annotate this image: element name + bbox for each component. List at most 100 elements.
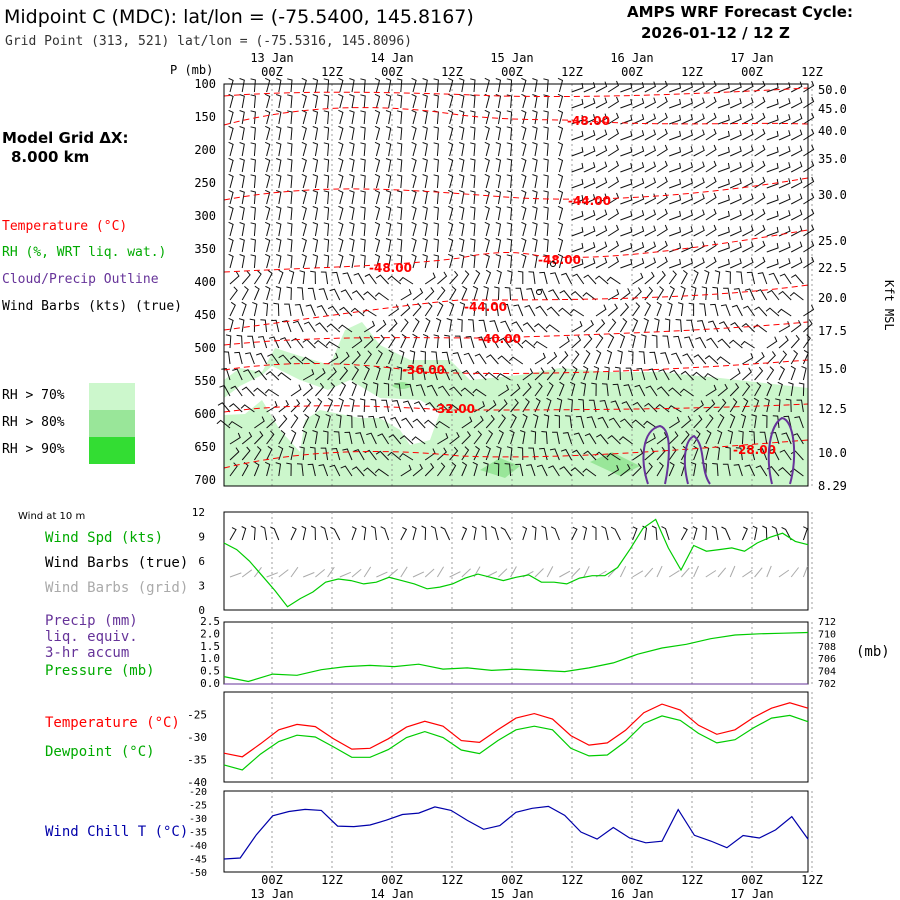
- top-time-tick: 12Z: [561, 65, 583, 79]
- wind-barb: [441, 351, 451, 365]
- wind-barb: [571, 178, 584, 189]
- wind-barb: [264, 125, 271, 141]
- wind-barb: [459, 78, 465, 93]
- wind-barb: [571, 82, 584, 93]
- wind-barb: [644, 225, 657, 237]
- wind-barb: [595, 334, 604, 349]
- wind-barb: [266, 445, 273, 461]
- wind-barb: [428, 367, 438, 381]
- wind-barb: [281, 320, 292, 333]
- wind-barb: [729, 383, 740, 397]
- wind-barb: [583, 162, 596, 173]
- bottom-date-tick: 14 Jan: [370, 887, 413, 900]
- wind-barb: [507, 270, 513, 285]
- wind-barb-true: [370, 525, 377, 541]
- wind-barb: [705, 128, 717, 141]
- wind-barb: [422, 222, 428, 237]
- wind-barb: [532, 110, 538, 125]
- wind-barb: [729, 162, 742, 173]
- height-tick: 12.5: [818, 402, 847, 416]
- wind-barb: [412, 333, 418, 349]
- wind-barb: [534, 367, 545, 381]
- wind-barb: [327, 367, 337, 381]
- wind-barb: [340, 465, 353, 477]
- wind-barb: [572, 273, 585, 285]
- wind-barb: [360, 94, 366, 109]
- wind-barb: [400, 289, 412, 301]
- wind-barb: [669, 210, 682, 221]
- wind-barb: [399, 349, 405, 365]
- wind-barb: [338, 237, 344, 253]
- wind-barb: [498, 384, 510, 397]
- wind-barb: [681, 226, 693, 237]
- wind-barb: [636, 367, 646, 381]
- wind-barb: [778, 335, 789, 349]
- wind-barb: [449, 386, 463, 397]
- wind-barb: [543, 158, 549, 173]
- wind-barb: [704, 269, 710, 285]
- wind-barb: [571, 130, 584, 141]
- wind-barb: [338, 141, 344, 157]
- wind-barb: [276, 222, 282, 237]
- wind-barb-grid: [400, 566, 408, 578]
- wind-barb: [558, 307, 572, 317]
- wind-barb: [729, 242, 742, 253]
- wind-barb: [557, 125, 564, 141]
- wind-barb: [632, 130, 645, 141]
- wind-barb: [610, 400, 621, 413]
- wind-barb: [510, 338, 524, 349]
- wind-barb: [359, 398, 366, 413]
- wind-barb: [362, 308, 377, 317]
- wind-barb: [638, 351, 646, 365]
- wind-barb: [803, 176, 815, 189]
- wind-barb-grid: [717, 567, 727, 578]
- wind-barb-grid: [546, 566, 554, 578]
- wind-barb: [521, 253, 527, 269]
- wind-barb: [557, 173, 564, 189]
- wind-barb: [571, 321, 583, 333]
- wind-barb: [742, 257, 754, 269]
- wind-barb: [374, 253, 381, 269]
- wind-barb: [607, 256, 620, 269]
- wind-barb: [607, 289, 620, 301]
- wind-barb: [607, 318, 617, 333]
- wind-barb: [433, 254, 439, 269]
- wind-barb: [620, 82, 633, 93]
- wind-barb: [620, 302, 630, 317]
- wind-barb: [521, 339, 536, 349]
- wind-barb: [569, 381, 576, 397]
- wind-ytick: 0: [198, 604, 205, 617]
- wind-barb: [287, 158, 293, 173]
- wind-barb: [706, 337, 719, 349]
- wind-barb: [301, 109, 307, 125]
- wind-barb: [253, 461, 260, 477]
- wind-barb: [766, 82, 779, 93]
- wind-barb: [772, 415, 780, 429]
- wind-barb-grid: [339, 571, 351, 578]
- wind-barb: [287, 78, 293, 93]
- wind-barb: [506, 158, 513, 173]
- wind-barb: [473, 415, 484, 429]
- top-date-tick: 16 Jan: [610, 51, 653, 65]
- wind-barb: [705, 384, 717, 397]
- wind-barb: [532, 238, 538, 253]
- wind-barb: [607, 144, 620, 157]
- wind-barb: [632, 162, 645, 173]
- wind-barb: [228, 93, 234, 109]
- wind-barb: [620, 242, 633, 253]
- wind-barb: [385, 78, 392, 93]
- wind-barb: [374, 237, 381, 253]
- wind-barb-true: [741, 526, 748, 541]
- wind-barb: [351, 350, 361, 365]
- wind-barb: [644, 433, 656, 445]
- wind-barb: [644, 286, 654, 301]
- wind-barb: [559, 290, 572, 301]
- wind-barb: [449, 431, 460, 445]
- wind-barb: [554, 414, 560, 428]
- wind-barb: [506, 94, 513, 109]
- wind-barb: [644, 129, 657, 141]
- legend-cloud: Cloud/Precip Outline: [2, 272, 159, 287]
- wind-barb: [353, 448, 365, 461]
- windchill-ytick: -30: [189, 814, 207, 825]
- wind-barb: [691, 285, 697, 301]
